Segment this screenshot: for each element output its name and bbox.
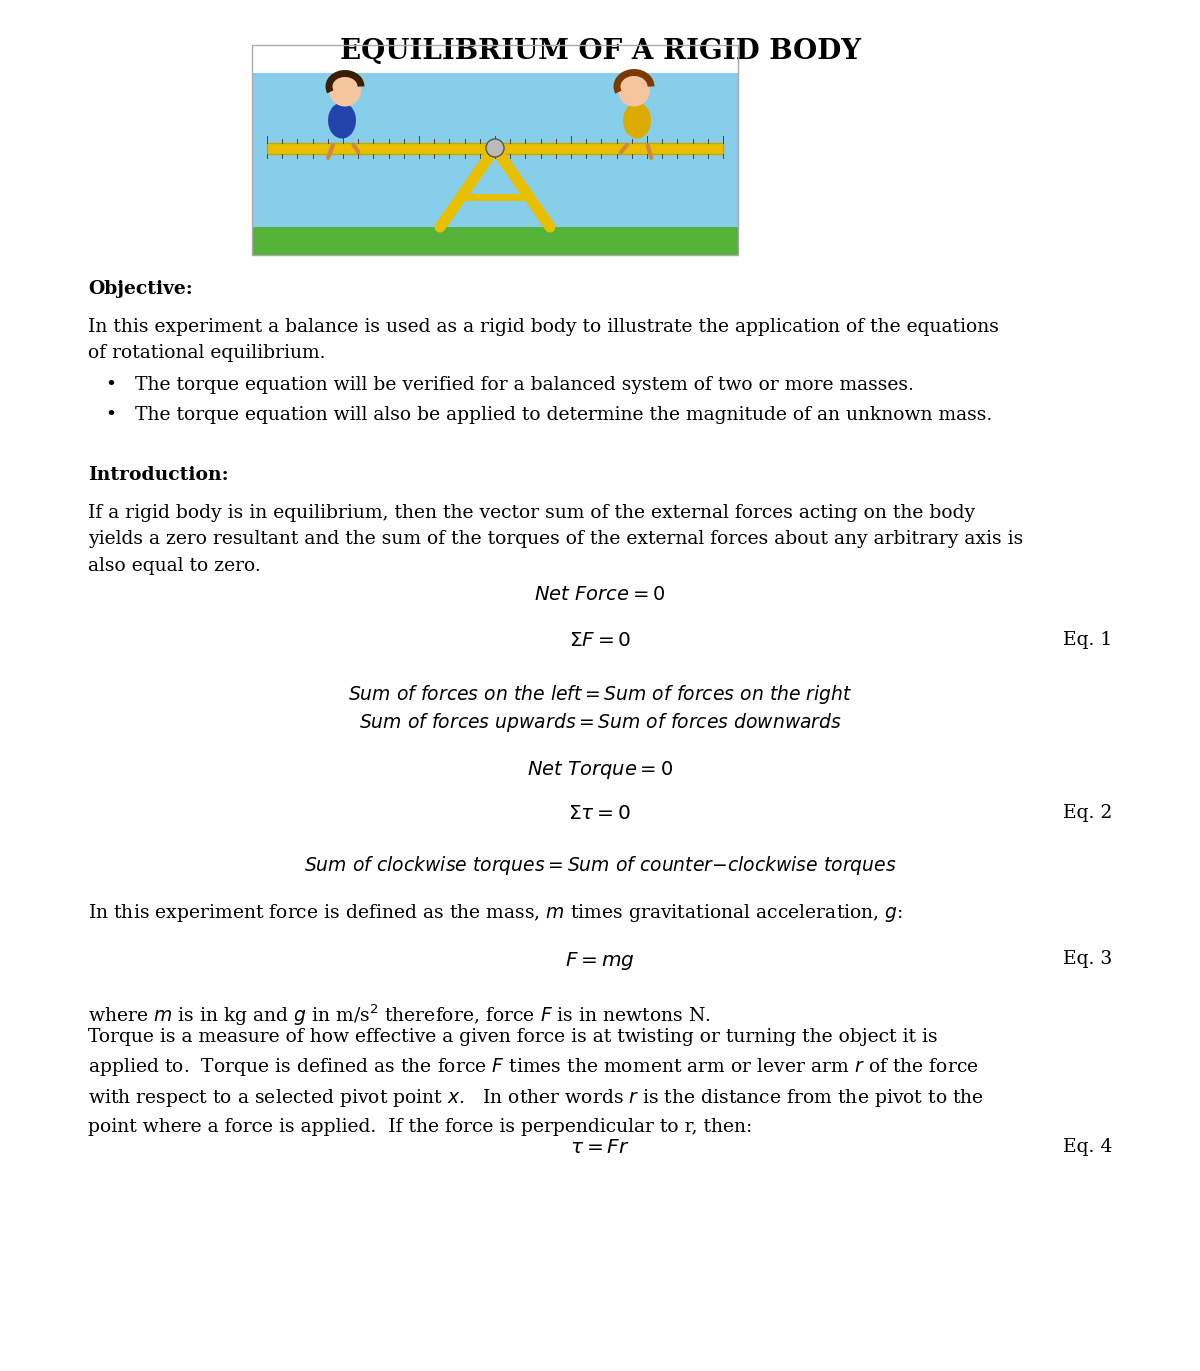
- Circle shape: [329, 74, 361, 107]
- Bar: [252, 45, 738, 255]
- Text: $\mathit{Sum\ of\ clockwise\ torques = Sum\ of\ counter{-}clockwise\ torques}$: $\mathit{Sum\ of\ clockwise\ torques = S…: [304, 854, 896, 877]
- Text: $\mathit{F = mg}$: $\mathit{F = mg}$: [565, 950, 635, 972]
- Text: •   The torque equation will be verified for a balanced system of two or more ma: • The torque equation will be verified f…: [106, 376, 914, 393]
- Bar: [266, 143, 722, 154]
- Text: $\mathit{\Sigma\tau = 0}$: $\mathit{\Sigma\tau = 0}$: [569, 803, 631, 823]
- FancyArrowPatch shape: [328, 145, 332, 158]
- Text: •   The torque equation will also be applied to determine the magnitude of an un: • The torque equation will also be appli…: [106, 406, 992, 424]
- Text: Eq. 3: Eq. 3: [1063, 950, 1112, 968]
- Text: Objective:: Objective:: [88, 280, 193, 298]
- Text: where $\mathit{m}$ is in kg and $\mathit{g}$ in m/s$^2$ therefore, force $\mathi: where $\mathit{m}$ is in kg and $\mathit…: [88, 1002, 710, 1027]
- Text: $\mathit{Net\ Torque = 0}$: $\mathit{Net\ Torque = 0}$: [527, 760, 673, 781]
- Text: $\mathit{\tau = Fr}$: $\mathit{\tau = Fr}$: [570, 1138, 630, 1157]
- Text: $\mathit{Net\ Force = 0}$: $\mathit{Net\ Force = 0}$: [534, 585, 666, 605]
- FancyArrowPatch shape: [648, 145, 652, 158]
- Text: EQUILIBRIUM OF A RIGID BODY: EQUILIBRIUM OF A RIGID BODY: [340, 38, 860, 64]
- Ellipse shape: [623, 103, 650, 138]
- Text: Eq. 1: Eq. 1: [1063, 631, 1112, 648]
- Bar: [252, 73, 738, 255]
- Text: If a rigid body is in equilibrium, then the vector sum of the external forces ac: If a rigid body is in equilibrium, then …: [88, 505, 1024, 574]
- Text: $\mathit{Sum\ of\ forces\ upwards = Sum\ of\ forces\ downwards}$: $\mathit{Sum\ of\ forces\ upwards = Sum\…: [359, 712, 841, 733]
- Text: $\mathit{Sum\ of\ forces\ on\ the\ left = Sum\ of\ forces\ on\ the\ right}$: $\mathit{Sum\ of\ forces\ on\ the\ left …: [348, 683, 852, 706]
- FancyArrowPatch shape: [354, 145, 359, 152]
- Text: Eq. 4: Eq. 4: [1063, 1138, 1112, 1156]
- Circle shape: [486, 138, 504, 158]
- Text: Torque is a measure of how effective a given force is at twisting or turning the: Torque is a measure of how effective a g…: [88, 1028, 984, 1135]
- Text: $\mathit{\Sigma F = 0}$: $\mathit{\Sigma F = 0}$: [569, 631, 631, 650]
- Text: In this experiment force is defined as the mass, $\mathit{m}$ times gravitationa: In this experiment force is defined as t…: [88, 902, 904, 924]
- Ellipse shape: [328, 103, 356, 138]
- Text: In this experiment a balance is used as a rigid body to illustrate the applicati: In this experiment a balance is used as …: [88, 318, 998, 362]
- Circle shape: [618, 74, 650, 107]
- Text: Eq. 2: Eq. 2: [1063, 803, 1112, 823]
- FancyArrowPatch shape: [620, 144, 628, 152]
- Bar: [252, 228, 738, 255]
- Text: Introduction:: Introduction:: [88, 466, 229, 484]
